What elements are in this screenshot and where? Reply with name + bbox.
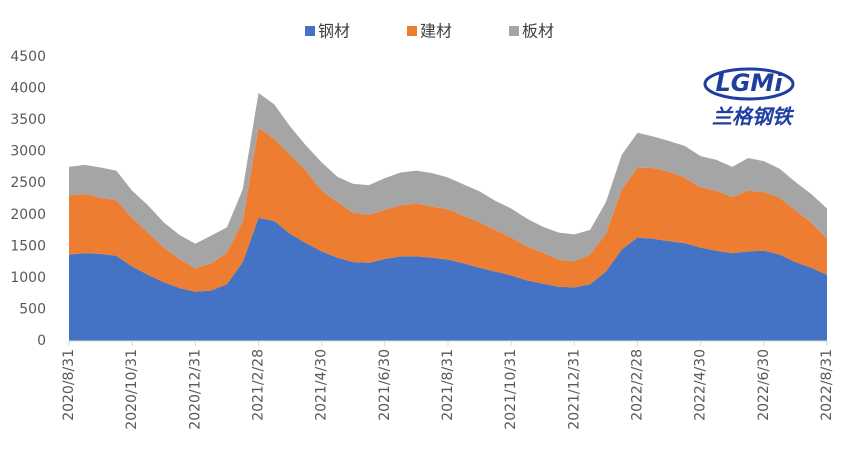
y-tick-label: 2500: [10, 175, 46, 191]
legend-label: 钢材: [318, 22, 350, 41]
x-tick-label: 2022/6/30: [756, 349, 772, 421]
y-tick-label: 3000: [10, 144, 46, 160]
x-tick-label: 2021/12/31: [566, 349, 582, 430]
area: [69, 92, 827, 269]
logo-ring: [703, 67, 795, 101]
x-tick-label: 2021/8/31: [440, 349, 456, 421]
area: [69, 217, 827, 341]
x-tick-label: 2021/10/31: [503, 349, 519, 430]
logo-mark: LGMi: [715, 69, 783, 97]
plot: 0 500 1000 1500 2000 2500 3000 3500 4000 4500 2020…: [10, 22, 835, 430]
x-tick-label: 2022/4/30: [693, 349, 709, 421]
x-tick-label: 2020/12/31: [187, 349, 203, 430]
x-tick-label: 2020/8/31: [61, 349, 77, 421]
legend-swatch: [407, 26, 417, 36]
x-tick-label: 2021/6/30: [377, 349, 393, 421]
legend-swatch: [305, 26, 315, 36]
x-tick-label: 2022/8/31: [819, 349, 835, 421]
y-tick-label: 2000: [10, 207, 46, 223]
y-tick-label: 4000: [10, 81, 46, 97]
y-tick-label: 500: [19, 301, 46, 317]
legend-label: 建材: [420, 22, 452, 41]
x-tick-label: 2020/10/31: [124, 349, 140, 430]
x-tick-label: 2021/4/30: [314, 349, 330, 421]
y-tick-label: 3500: [10, 112, 46, 128]
y-tick-label: 1500: [10, 238, 46, 254]
y-tick-label: 4500: [10, 49, 46, 65]
logo-name: 兰格钢铁: [712, 105, 795, 129]
area: [69, 127, 827, 292]
y-tick-label: 1000: [10, 270, 46, 286]
legend-label: 板材: [522, 22, 554, 41]
logo: LGMi 兰格钢铁: [703, 67, 795, 129]
x-tick-label: 2021/2/28: [251, 349, 267, 421]
y-tick-label: 0: [37, 333, 46, 349]
x-tick-label: 2022/2/28: [630, 349, 646, 421]
legend-swatch: [509, 26, 519, 36]
